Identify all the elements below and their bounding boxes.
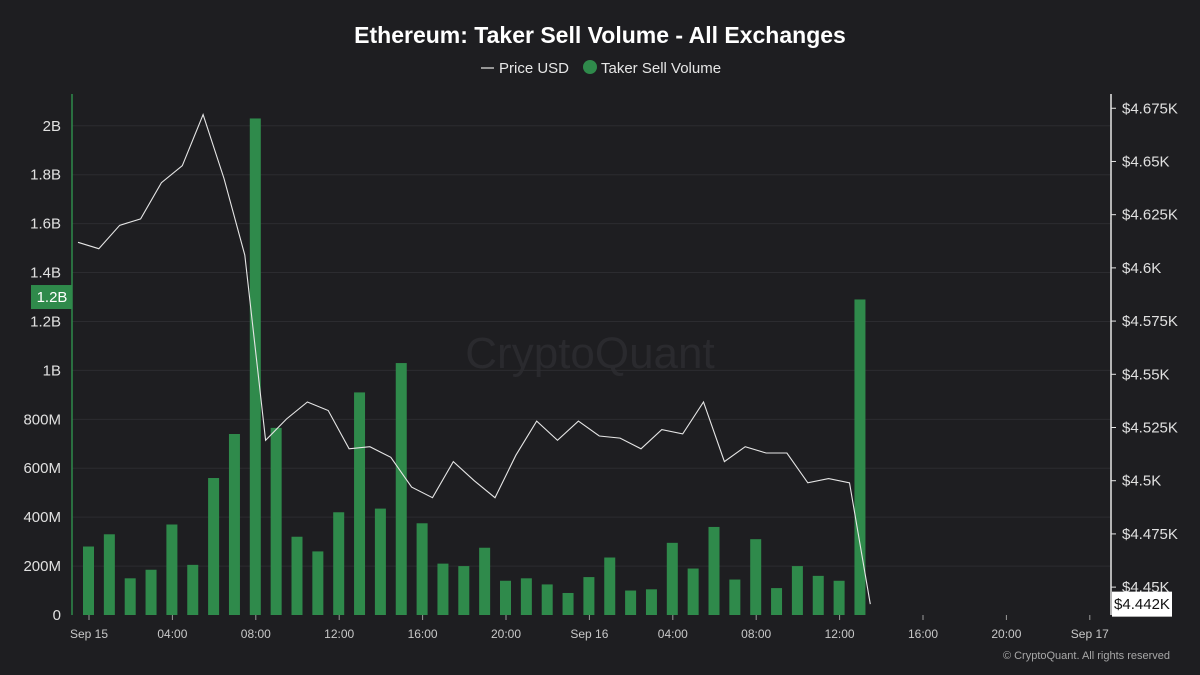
right-tick-label: $4.525K bbox=[1122, 419, 1178, 436]
volume-bar bbox=[687, 568, 699, 615]
volume-bar bbox=[395, 363, 407, 615]
copyright: © CryptoQuant. All rights reserved bbox=[1003, 650, 1170, 662]
x-tick-label: 16:00 bbox=[408, 627, 438, 641]
volume-bar bbox=[812, 575, 824, 615]
left-current-badge: 1.2B bbox=[31, 285, 72, 310]
volume-bar bbox=[291, 536, 303, 615]
volume-bar bbox=[791, 566, 803, 615]
volume-bar bbox=[833, 580, 845, 615]
volume-bar bbox=[249, 118, 261, 616]
volume-bar bbox=[729, 579, 741, 615]
right-current-badge: $4.442K bbox=[1112, 591, 1172, 617]
legend-price-label: Price USD bbox=[499, 60, 569, 77]
volume-bar bbox=[374, 508, 386, 615]
left-axis-ticks: 0 200M 400M 600M 800M 1B 1.2B 1.4B 1.6B 1.8B 2B bbox=[23, 118, 61, 624]
legend: Price USD Taker Sell Volume bbox=[481, 60, 721, 77]
left-tick-label: 1.6B bbox=[30, 216, 61, 233]
volume-bar bbox=[166, 524, 178, 615]
right-tick-label: $4.5K bbox=[1122, 473, 1161, 490]
gridlines bbox=[72, 125, 1111, 567]
volume-bar bbox=[604, 557, 616, 615]
volume-bar bbox=[312, 551, 324, 615]
right-tick-label: $4.6K bbox=[1122, 260, 1161, 277]
right-tick-label: $4.625K bbox=[1122, 207, 1178, 224]
price-line bbox=[77, 113, 871, 605]
right-axis-ticks: $4.45K$4.475K$4.5K$4.525K$4.55K$4.575K$4… bbox=[1111, 100, 1178, 596]
legend-volume-label: Taker Sell Volume bbox=[601, 60, 721, 77]
volume-bar bbox=[854, 299, 866, 615]
x-tick-label: 08:00 bbox=[241, 627, 271, 641]
left-tick-label: 2B bbox=[43, 118, 61, 135]
left-tick-label: 1.2B bbox=[30, 313, 61, 330]
volume-bar bbox=[187, 564, 199, 615]
volume-bar bbox=[625, 590, 637, 615]
x-tick-label: 04:00 bbox=[658, 627, 688, 641]
volume-bar bbox=[437, 563, 449, 615]
x-axis-ticks: Sep 15 04:00 08:00 12:00 16:00 20:00 Sep 16 04:… bbox=[70, 615, 1109, 641]
x-tick-label: 04:00 bbox=[157, 627, 187, 641]
left-tick-label: 400M bbox=[23, 509, 61, 526]
volume-bar bbox=[500, 580, 511, 615]
volume-bar bbox=[416, 523, 428, 615]
volume-bar bbox=[541, 584, 553, 615]
volume-bar bbox=[750, 539, 762, 615]
right-tick-label: $4.475K bbox=[1122, 526, 1178, 543]
left-tick-label: 0 bbox=[53, 607, 61, 624]
volume-bar bbox=[645, 589, 657, 615]
volume-bar bbox=[583, 577, 595, 615]
volume-bar bbox=[520, 578, 532, 615]
volume-bar bbox=[270, 427, 282, 615]
volume-bar bbox=[145, 569, 157, 615]
chart-title: Ethereum: Taker Sell Volume - All Exchan… bbox=[354, 22, 846, 48]
volume-bar bbox=[479, 547, 491, 615]
volume-bar bbox=[103, 534, 115, 615]
x-tick-label: Sep 17 bbox=[1071, 627, 1109, 641]
volume-bar bbox=[333, 512, 345, 615]
left-tick-label: 1.8B bbox=[30, 167, 61, 184]
right-tick-label: $4.65K bbox=[1122, 153, 1170, 170]
right-current-badge-box bbox=[1112, 591, 1172, 617]
right-tick-label: $4.675K bbox=[1122, 100, 1178, 117]
volume-bar bbox=[124, 578, 136, 615]
volume-bar bbox=[208, 478, 220, 615]
volume-bar bbox=[458, 566, 470, 615]
right-tick-label: $4.575K bbox=[1122, 313, 1178, 330]
x-tick-label: 08:00 bbox=[741, 627, 771, 641]
left-tick-label: 1.4B bbox=[30, 265, 61, 282]
volume-bar bbox=[562, 592, 574, 615]
volume-bar bbox=[228, 433, 240, 615]
left-current-badge-label: 1.2B bbox=[37, 289, 68, 306]
x-tick-label: 20:00 bbox=[991, 627, 1021, 641]
x-tick-label: 16:00 bbox=[908, 627, 938, 641]
left-tick-label: 200M bbox=[23, 558, 61, 575]
right-tick-label: $4.55K bbox=[1122, 366, 1170, 383]
volume-bar bbox=[83, 546, 94, 615]
volume-bars bbox=[83, 118, 866, 616]
volume-bar bbox=[771, 588, 783, 615]
left-tick-label: 600M bbox=[23, 460, 61, 477]
left-current-badge-box bbox=[31, 285, 72, 310]
volume-bar bbox=[354, 392, 366, 615]
right-current-badge-label: $4.442K bbox=[1114, 596, 1170, 613]
x-tick-label: Sep 16 bbox=[570, 627, 608, 641]
left-tick-label: 1B bbox=[43, 362, 61, 379]
x-tick-label: Sep 15 bbox=[70, 627, 108, 641]
volume-bar bbox=[708, 526, 720, 615]
volume-bar bbox=[666, 542, 678, 615]
watermark: CryptoQuant bbox=[465, 329, 714, 378]
x-tick-label: 20:00 bbox=[491, 627, 521, 641]
legend-volume-marker bbox=[583, 60, 597, 74]
x-tick-label: 12:00 bbox=[324, 627, 354, 641]
left-tick-label: 800M bbox=[23, 411, 61, 428]
x-tick-label: 12:00 bbox=[825, 627, 855, 641]
